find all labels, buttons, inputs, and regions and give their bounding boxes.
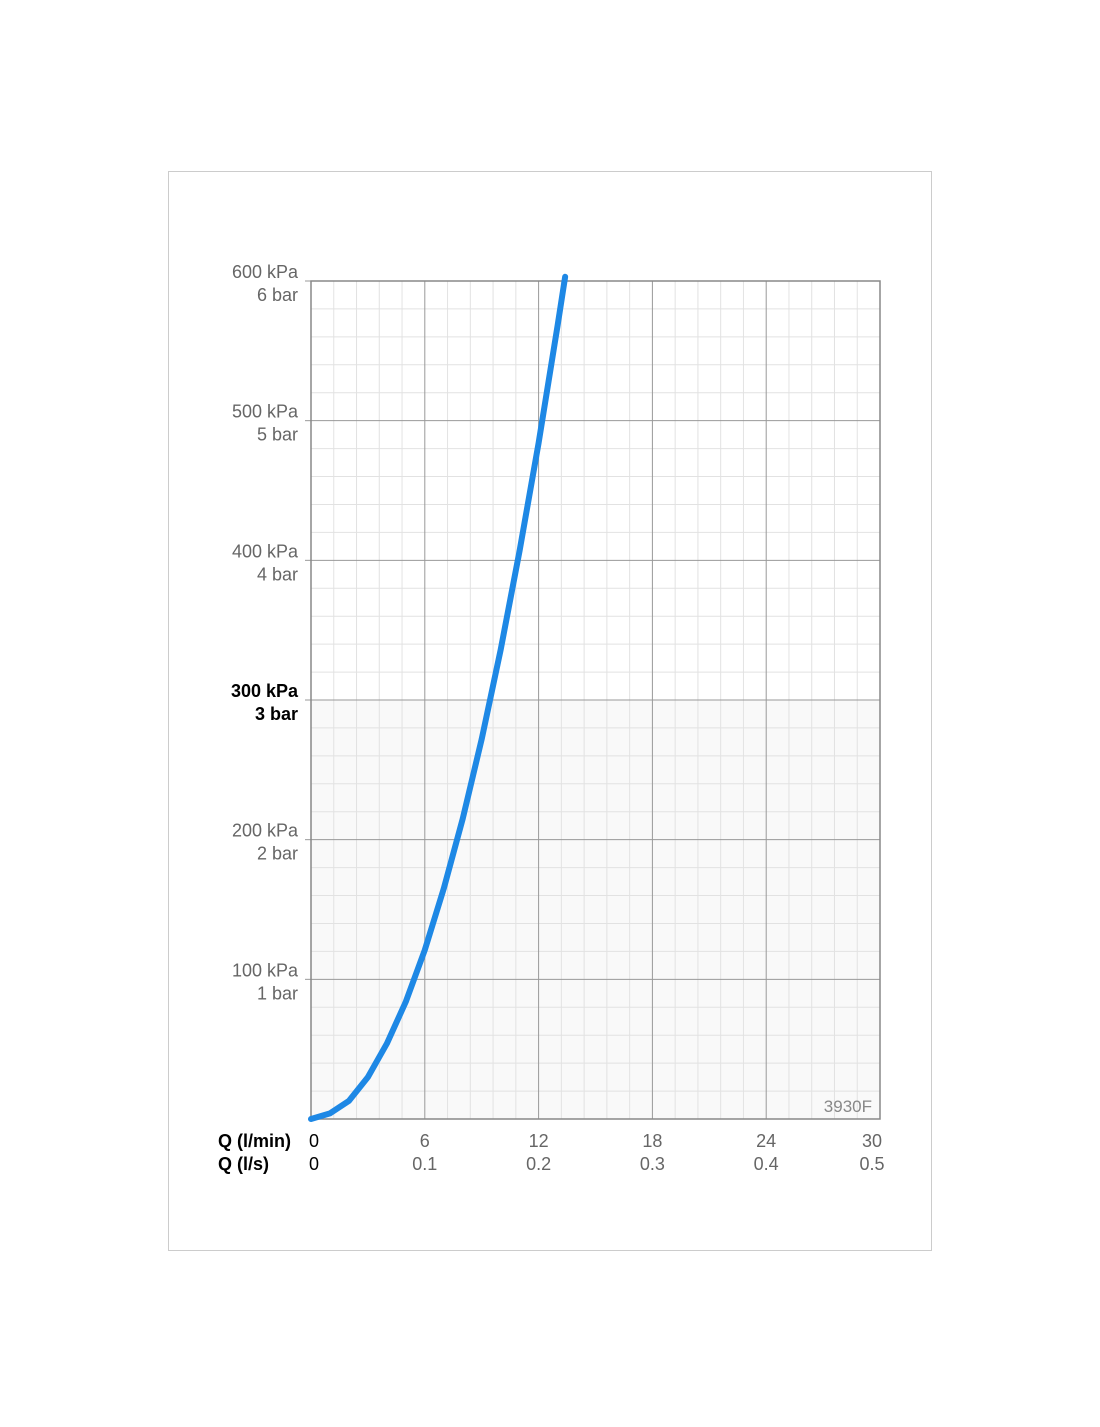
y-tick-label: 100 kPa bbox=[232, 960, 299, 980]
x-axis-label: Q (l/min) bbox=[218, 1131, 291, 1151]
y-tick-label: 300 kPa bbox=[231, 681, 299, 701]
x2-tick-label: 0 bbox=[309, 1154, 319, 1174]
x2-tick-label: 0.4 bbox=[754, 1154, 779, 1174]
shade bbox=[311, 700, 880, 1119]
frame bbox=[168, 171, 932, 1251]
y2-tick-label: 1 bar bbox=[257, 983, 298, 1003]
x-tick-label: 18 bbox=[642, 1131, 662, 1151]
watermark: 3930F bbox=[824, 1097, 872, 1116]
flow-curve bbox=[308, 273, 569, 1122]
x2-tick-label: 0.3 bbox=[640, 1154, 665, 1174]
x-tick-label: 12 bbox=[529, 1131, 549, 1151]
plot-border bbox=[310, 280, 881, 1120]
x-tick-label: 24 bbox=[756, 1131, 776, 1151]
x2-axis-label: Q (l/s) bbox=[218, 1154, 269, 1174]
x-tick-label: 6 bbox=[420, 1131, 430, 1151]
y2-tick-label: 3 bar bbox=[255, 704, 298, 724]
y-tick-label: 400 kPa bbox=[232, 541, 299, 561]
y2-tick-label: 2 bar bbox=[257, 844, 298, 864]
x2-tick-label: 0.1 bbox=[412, 1154, 437, 1174]
x-tick-label: 30 bbox=[862, 1131, 882, 1151]
y2-tick-label: 5 bar bbox=[257, 425, 298, 445]
x2-tick-label: 0.5 bbox=[859, 1154, 884, 1174]
x-tick-label: 0 bbox=[309, 1131, 319, 1151]
y-tick-label: 600 kPa bbox=[232, 262, 299, 282]
y-tick-label: 200 kPa bbox=[232, 821, 299, 841]
y2-tick-label: 4 bar bbox=[257, 564, 298, 584]
y2-tick-label: 6 bar bbox=[257, 285, 298, 305]
y-tick-label: 500 kPa bbox=[232, 402, 299, 422]
x2-tick-label: 0.2 bbox=[526, 1154, 551, 1174]
